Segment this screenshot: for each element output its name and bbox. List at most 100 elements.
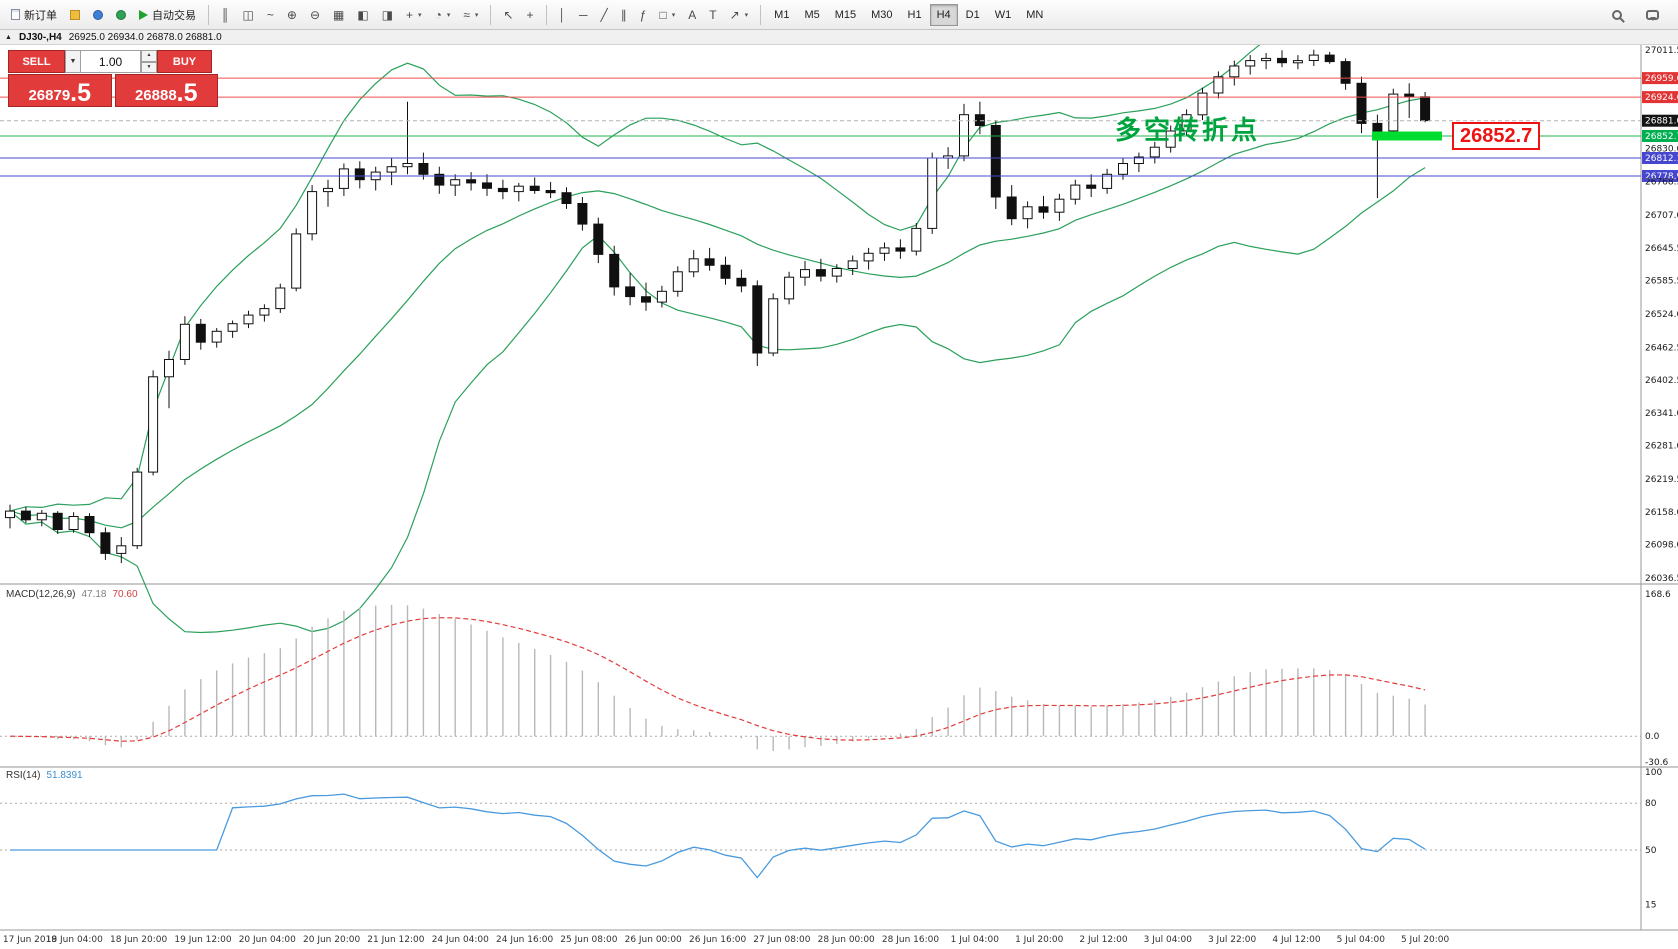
search-button[interactable] (1606, 3, 1628, 27)
tile-windows-button[interactable]: ▦ (327, 3, 350, 27)
bar-chart-button[interactable]: ║ (215, 3, 236, 27)
candlestick-chart-button[interactable]: ◫ (237, 3, 260, 27)
arrange-horizontal-icon: ◧ (357, 7, 369, 22)
svg-text:15: 15 (1645, 901, 1656, 911)
timeframe-group: M1 M5 M15 M30 H1 H4 D1 W1 MN (767, 3, 1050, 26)
rsi-name: RSI(14) (6, 770, 41, 781)
zoom-in-button[interactable]: ⊕ (281, 3, 303, 27)
new-order-label: 新订单 (24, 9, 57, 22)
crosshair-button[interactable]: + (521, 3, 540, 27)
svg-text:19 Jun 12:00: 19 Jun 12:00 (174, 935, 231, 945)
vertical-line-icon: │ (558, 7, 567, 22)
profiles-icon: ◔ (434, 7, 442, 22)
svg-text:26645.5: 26645.5 (1645, 244, 1678, 254)
candlestick-chart-icon: ◫ (242, 7, 254, 22)
metaeditor-button[interactable] (64, 3, 86, 27)
community-button[interactable] (87, 3, 109, 27)
play-icon (139, 9, 148, 20)
volume-dropdown-button[interactable]: ▼ (65, 50, 81, 73)
svg-text:26 Jun 16:00: 26 Jun 16:00 (689, 935, 746, 945)
pivot-highlight-bar[interactable] (1372, 131, 1442, 141)
shapes-button[interactable]: □ ▾ (653, 3, 681, 27)
svg-text:26402.5: 26402.5 (1645, 376, 1678, 386)
volume-stepper: ▲ ▼ (141, 50, 157, 73)
svg-text:21 Jun 12:00: 21 Jun 12:00 (367, 935, 424, 945)
text-label-button[interactable]: T (703, 3, 722, 27)
sell-button[interactable]: SELL (8, 50, 65, 73)
new-order-icon (11, 9, 20, 20)
trendline-icon: ╱ (600, 7, 608, 22)
macd-name: MACD(12,26,9) (6, 589, 76, 600)
price-axis[interactable]: 27011.5 26959.6 26924.6 26881.0 26852.7 26830… (1642, 46, 1678, 584)
svg-text:26924.6: 26924.6 (1645, 93, 1678, 103)
bar-chart-icon: ║ (221, 7, 230, 22)
horizontal-line-button[interactable]: ─ (573, 3, 594, 27)
arrange-vertical-button[interactable]: ◨ (376, 3, 399, 27)
chart-ohlc-values: 26925.0 26934.0 26878.0 26881.0 (68, 31, 222, 43)
svg-text:26830.0: 26830.0 (1645, 144, 1678, 154)
timeframe-M5[interactable]: M5 (797, 4, 826, 26)
macd-pane-label: MACD(12,26,9) 47.18 70.60 (6, 589, 138, 600)
svg-text:26158.0: 26158.0 (1645, 508, 1678, 518)
text-button[interactable]: A (682, 3, 702, 27)
arrows-button[interactable]: ↗ ▾ (724, 3, 755, 27)
buy-price-display[interactable]: 26888.5 (114, 74, 218, 107)
timeframe-MN[interactable]: MN (1019, 4, 1050, 26)
arrange-horizontal-button[interactable]: ◧ (351, 3, 374, 27)
indicators-button[interactable]: ≈ ▾ (457, 3, 484, 27)
trendline-button[interactable]: ╱ (595, 3, 614, 27)
timeframe-H1[interactable]: H1 (901, 4, 929, 26)
pane-separator[interactable] (0, 766, 1678, 768)
svg-text:26524.0: 26524.0 (1645, 310, 1678, 320)
volume-decrease-button[interactable]: ▼ (141, 61, 157, 73)
main-toolbar: 新订单 自动交易 ║ ◫ ~ ⊕ ⊖ ▦ ◧ ◨ + ▾ ◔ ▾ ≈ ▾ ↖ + │ ─ ╱ ∥ ƒ □ ▾ A T ↗ ▾ M1… (0, 0, 1678, 30)
volume-increase-button[interactable]: ▲ (141, 50, 157, 62)
one-click-trading-panel: SELL ▼ ▲ ▼ BUY 26879.5 26888.5 (8, 50, 218, 107)
zoom-out-button[interactable]: ⊖ (304, 3, 326, 27)
profiles-button[interactable]: ◔ ▾ (429, 3, 457, 27)
channel-button[interactable]: ∥ (615, 3, 633, 27)
timeframe-M15[interactable]: M15 (828, 4, 863, 26)
line-chart-button[interactable]: ~ (261, 3, 280, 27)
arrange-vertical-icon: ◨ (381, 7, 394, 22)
new-chart-button[interactable]: + ▾ (400, 3, 428, 27)
new-order-button[interactable]: 新订单 (5, 3, 63, 27)
chat-button[interactable] (1640, 3, 1665, 27)
timeframe-M1[interactable]: M1 (767, 4, 796, 26)
timeframe-M30[interactable]: M30 (864, 4, 899, 26)
timeframe-H4[interactable]: H4 (929, 3, 958, 26)
pivot-price-tag[interactable]: 26852.7 (1452, 122, 1541, 150)
cursor-button[interactable]: ↖ (497, 3, 519, 27)
line-chart-icon: ~ (266, 7, 274, 22)
svg-text:26585.5: 26585.5 (1645, 277, 1678, 287)
svg-text:2 Jul 12:00: 2 Jul 12:00 (1079, 935, 1128, 945)
chart-expand-icon[interactable]: ▲ (5, 33, 12, 41)
auto-trading-button[interactable]: 自动交易 (133, 3, 202, 27)
volume-input[interactable] (81, 50, 141, 73)
bb-middle (9, 97, 1426, 529)
timeframe-D1[interactable]: D1 (959, 4, 987, 26)
market-button[interactable] (110, 3, 132, 27)
timeframe-W1[interactable]: W1 (988, 4, 1019, 26)
svg-text:25 Jun 08:00: 25 Jun 08:00 (560, 935, 617, 945)
svg-text:20 Jun 04:00: 20 Jun 04:00 (239, 935, 296, 945)
fibonacci-button[interactable]: ƒ (634, 3, 653, 27)
crosshair-icon: + (526, 7, 534, 22)
svg-text:27 Jun 08:00: 27 Jun 08:00 (753, 935, 810, 945)
sell-price-display[interactable]: 26879.5 (8, 74, 112, 107)
svg-text:26462.5: 26462.5 (1645, 343, 1678, 353)
vertical-line-button[interactable]: │ (553, 3, 573, 27)
svg-text:100: 100 (1645, 768, 1662, 778)
svg-text:18 Jun 04:00: 18 Jun 04:00 (46, 935, 103, 945)
rsi-value: 51.8391 (46, 770, 83, 781)
toolbar-right-group (1606, 3, 1673, 27)
svg-text:-30.6: -30.6 (1645, 758, 1669, 768)
pane-separator[interactable] (0, 583, 1678, 585)
buy-button[interactable]: BUY (157, 50, 212, 73)
rsi-pane-label: RSI(14) 51.8391 (6, 770, 83, 781)
new-chart-icon: + (406, 7, 414, 22)
svg-text:26281.0: 26281.0 (1645, 442, 1678, 452)
zoom-in-icon: ⊕ (286, 7, 297, 22)
